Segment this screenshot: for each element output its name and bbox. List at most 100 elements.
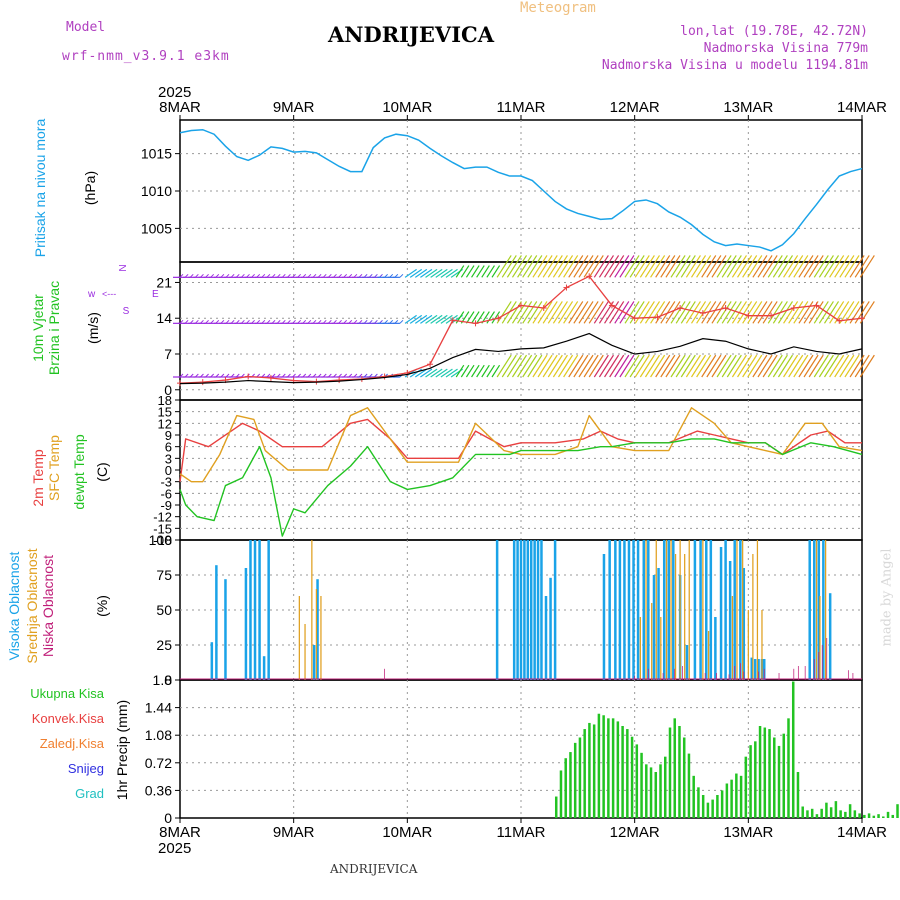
precip-bar	[801, 806, 804, 818]
cloud-high-bar	[657, 568, 660, 680]
precip-unit: 1hr Precip (mm)	[114, 699, 130, 801]
wind-barb	[609, 301, 625, 324]
cloud-high-bar	[215, 565, 218, 680]
cloud-mid-bar	[665, 540, 668, 680]
wind-barb	[430, 314, 443, 324]
wind-barb	[420, 368, 433, 378]
cloud-low-bar	[674, 668, 675, 680]
wind-barb	[558, 354, 574, 378]
wind-barb	[680, 301, 696, 324]
wind-barb	[670, 255, 686, 278]
cloud-low-bar	[797, 666, 799, 680]
cloud-low-bar	[763, 668, 765, 680]
wind-barb	[690, 354, 707, 378]
wind-barb	[793, 255, 809, 278]
wind-barb	[440, 268, 453, 278]
cloud-mid-bar	[761, 610, 763, 680]
wind-barb	[511, 255, 528, 278]
compass-e: E	[152, 289, 159, 300]
cloud-high-bar	[602, 554, 606, 680]
wind-barb	[619, 301, 635, 324]
wind-barb	[818, 354, 834, 378]
wind-barb	[624, 255, 640, 278]
precip-bar	[777, 745, 781, 818]
y-tick-label: 12	[158, 416, 172, 431]
y-tick-label: -12	[153, 510, 172, 525]
wind-barb	[614, 301, 630, 324]
wind-barb	[829, 354, 845, 378]
wind-barb	[726, 301, 742, 324]
cloud-low-bar	[728, 674, 730, 680]
wind-barb	[460, 364, 470, 378]
wind-barb	[798, 354, 814, 378]
wind-barb	[624, 354, 640, 378]
cloud-high-bar	[627, 540, 631, 680]
precip-bar	[834, 801, 838, 818]
precip-bar	[645, 764, 648, 818]
wind-barb	[404, 314, 417, 324]
wind-barb	[813, 301, 829, 324]
wind-barb	[573, 301, 589, 324]
wind-barb	[793, 301, 809, 324]
wind-barb	[435, 368, 448, 378]
cloud-high-bar	[623, 540, 626, 680]
precip-bar	[787, 718, 790, 818]
wind-barb	[752, 354, 768, 378]
cloud-high-bar	[728, 561, 732, 680]
y-tick-label: 0.36	[145, 782, 172, 798]
precip-bar	[882, 816, 885, 818]
y-tick-label: 6	[165, 440, 172, 455]
cloud-high-bar	[536, 540, 540, 680]
precip-bar	[607, 718, 610, 818]
x-tick-label-bottom: 10MAR	[382, 824, 432, 841]
cloud-mid-bar	[688, 540, 690, 680]
x-tick-label-bottom: 11MAR	[497, 824, 546, 841]
precip-bar	[635, 744, 639, 818]
wind-barb	[476, 265, 485, 278]
cloud-mid-bar	[731, 596, 734, 680]
wind-barb	[834, 255, 850, 278]
wind-barb	[588, 255, 604, 278]
y-tick-label: 1015	[141, 146, 172, 162]
cloud-mid-bar	[736, 540, 738, 680]
wind-barb	[481, 265, 490, 278]
wind-barb	[588, 301, 604, 324]
wind-barb	[624, 301, 640, 324]
elevation-label: Nadmorska Visina 779m	[703, 41, 868, 56]
cloud-low-bar	[743, 671, 745, 680]
wind-barb	[823, 301, 840, 324]
wind-barb	[655, 301, 671, 324]
x-tick-label-bottom: 8MAR	[159, 824, 201, 841]
precip-bar	[867, 813, 871, 818]
cloud-mid-bar	[707, 631, 710, 680]
wind-label-1: 10m Vjetar	[30, 294, 46, 362]
wind-barb	[767, 354, 783, 378]
wind-barb	[650, 301, 666, 324]
wind-barb	[813, 255, 829, 278]
wind-barb	[752, 301, 768, 324]
precip-bar	[554, 796, 558, 818]
wind-barb	[731, 255, 747, 278]
wind-barb	[532, 255, 548, 278]
wind-barb	[629, 354, 645, 378]
temp-sfc-line	[179, 407, 863, 483]
precip-bar	[673, 718, 676, 818]
wind-barb	[644, 354, 661, 378]
wind-barb	[629, 301, 645, 324]
wind-barb	[813, 354, 829, 378]
y-tick-label: 18	[158, 393, 172, 408]
station-title: ANDRIJEVICA	[328, 22, 495, 47]
wind-barb	[757, 301, 773, 324]
cloud-high-bar	[224, 579, 227, 680]
cloud-low-bar	[852, 673, 854, 680]
wind-barb	[511, 354, 528, 378]
cloud-high-bar	[267, 540, 270, 680]
wind-barb	[573, 354, 589, 378]
precip-bar	[692, 775, 695, 818]
pressure-unit: (hPa)	[82, 170, 98, 206]
precip-bar	[768, 729, 771, 818]
cloud-mid-bar	[651, 603, 653, 680]
wind-barb	[563, 255, 579, 278]
precip-bar	[758, 726, 762, 818]
